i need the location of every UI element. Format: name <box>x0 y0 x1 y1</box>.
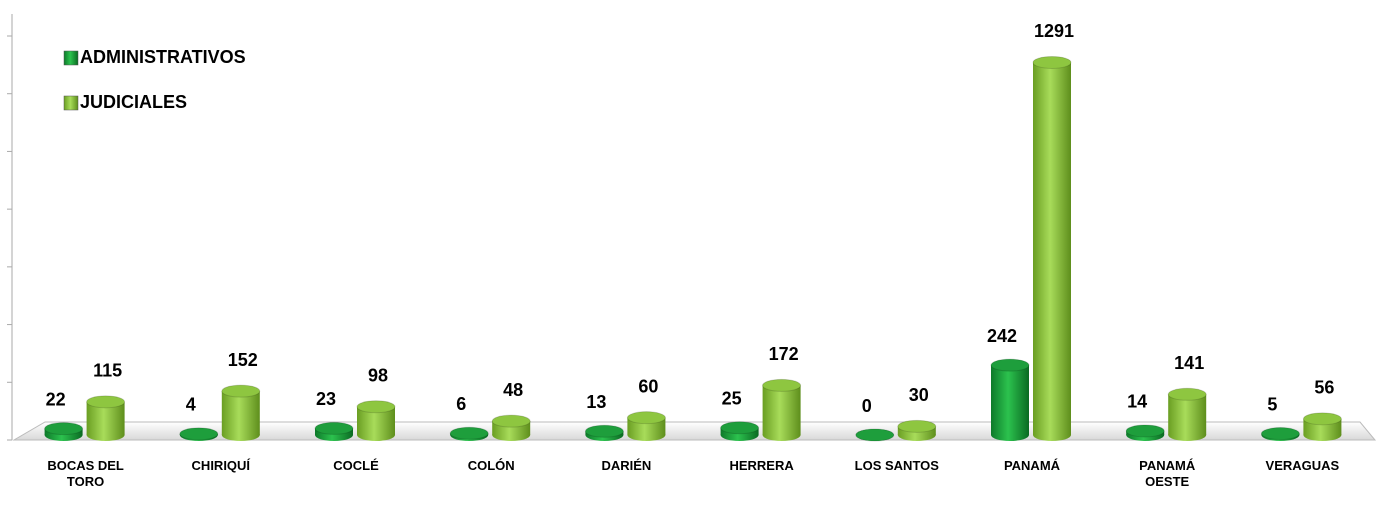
x-label-box: BOCAS DEL TORO <box>47 458 124 489</box>
value-label: 242 <box>987 326 1017 346</box>
bar-top <box>1032 55 1072 69</box>
value-label: 48 <box>503 380 523 400</box>
bar <box>762 385 801 435</box>
x-tick-label: VERAGUAS <box>1265 458 1340 473</box>
bar-top <box>1167 387 1207 401</box>
x-label-box: HERRERA <box>729 458 794 473</box>
value-label: 6 <box>456 394 466 414</box>
value-label: 60 <box>638 376 658 396</box>
x-label-box: LOS SANTOS <box>854 458 939 473</box>
bar <box>1033 62 1071 435</box>
x-tick-label: COLÓN <box>467 458 515 473</box>
value-label: 0 <box>862 396 872 416</box>
x-tick-label: PANAMÁ <box>1003 458 1061 473</box>
bar-top <box>720 421 760 435</box>
bar-top <box>1125 424 1165 438</box>
value-label: 25 <box>722 389 742 409</box>
value-label: 98 <box>368 365 388 385</box>
bar-top <box>897 419 937 433</box>
bar <box>991 365 1029 435</box>
bar-top <box>221 384 261 398</box>
bar-top <box>449 426 489 440</box>
bar-top <box>356 400 396 414</box>
value-label: 172 <box>769 344 799 364</box>
x-label-box: COCLÉ <box>333 458 379 473</box>
x-label-box: COLÓN <box>467 458 515 473</box>
value-label: 115 <box>93 361 122 381</box>
bar <box>1168 394 1207 435</box>
value-label: 56 <box>1314 378 1334 398</box>
bar-top <box>44 422 84 436</box>
x-label-box: PANAMÁ <box>1003 458 1061 473</box>
value-label: 13 <box>586 392 606 412</box>
legend-label: JUDICIALES <box>80 92 187 112</box>
legend-swatch <box>63 50 79 66</box>
x-tick-label: COCLÉ <box>333 458 379 473</box>
bar-top <box>86 395 126 409</box>
bar-top <box>762 378 802 392</box>
bar-top <box>626 411 666 425</box>
x-tick-label: HERRERA <box>729 458 794 473</box>
x-label-box: VERAGUAS <box>1265 458 1340 473</box>
bar-top <box>584 424 624 438</box>
x-tick-label: CHIRIQUÍ <box>191 458 251 473</box>
bar-top <box>179 427 219 441</box>
value-label: 23 <box>316 389 336 409</box>
bar-top <box>491 414 531 428</box>
value-label: 1291 <box>1034 21 1074 41</box>
bar-top <box>314 421 354 435</box>
x-label-box: CHIRIQUÍ <box>191 458 251 473</box>
bar <box>221 391 260 435</box>
bar-top <box>1260 427 1300 441</box>
bar-top <box>990 358 1030 372</box>
x-tick-label: PANAMÁ OESTE <box>1139 458 1196 489</box>
value-label: 4 <box>186 395 196 415</box>
value-label: 5 <box>1267 394 1277 414</box>
x-label-box: DARIÉN <box>601 458 652 473</box>
value-label: 30 <box>909 385 929 405</box>
bar-top <box>1302 412 1342 426</box>
value-label: 141 <box>1174 353 1204 373</box>
value-label: 22 <box>46 389 66 409</box>
value-label: 152 <box>228 350 258 370</box>
value-label: 14 <box>1127 392 1147 412</box>
bar-top <box>855 428 895 442</box>
legend-swatch <box>63 95 79 111</box>
legend-label: ADMINISTRATIVOS <box>80 47 246 67</box>
x-label-box: PANAMÁ OESTE <box>1139 458 1196 489</box>
x-tick-label: BOCAS DEL TORO <box>47 458 124 489</box>
x-tick-label: DARIÉN <box>601 458 652 473</box>
x-tick-label: LOS SANTOS <box>854 458 939 473</box>
